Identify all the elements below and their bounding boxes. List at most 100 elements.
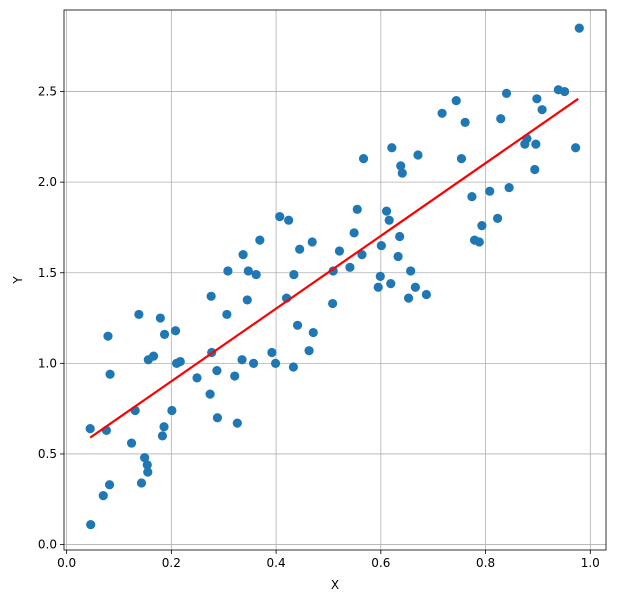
data-point — [134, 309, 144, 320]
data-point — [474, 237, 484, 247]
data-point — [571, 143, 581, 153]
data-point — [532, 94, 542, 104]
x-axis-ticks: 0.0 0.2 0.4 0.6 0.8 1.0 — [57, 550, 600, 570]
data-point — [349, 228, 359, 238]
data-point — [485, 186, 495, 196]
data-point — [248, 358, 259, 368]
data-point — [493, 213, 503, 223]
y-tick-label: 0.5 — [38, 447, 57, 461]
data-point — [230, 371, 240, 381]
data-point — [395, 231, 405, 242]
data-point — [456, 153, 467, 164]
x-tick-label: 0.0 — [57, 556, 76, 570]
y-tick-label: 1.5 — [38, 266, 57, 280]
data-point — [295, 244, 305, 254]
y-tick-label: 2.0 — [38, 175, 57, 189]
data-point — [386, 279, 396, 289]
data-point — [212, 366, 222, 376]
data-point — [242, 295, 252, 305]
data-point — [136, 478, 147, 488]
data-point — [159, 422, 169, 432]
data-point — [393, 251, 403, 262]
data-point — [477, 221, 487, 231]
y-tick-label: 0.0 — [38, 538, 57, 552]
data-point — [103, 331, 113, 341]
data-point — [537, 105, 547, 115]
data-point — [381, 206, 392, 216]
data-point — [410, 282, 420, 292]
data-point — [467, 192, 477, 202]
fit-line-layer — [89, 97, 579, 439]
x-tick-label: 1.0 — [581, 556, 600, 570]
data-point — [384, 215, 394, 225]
data-point — [413, 150, 423, 160]
data-point — [289, 269, 299, 280]
scatter-points — [85, 23, 584, 530]
data-point — [232, 418, 242, 428]
data-point — [373, 282, 383, 292]
data-point — [304, 346, 314, 356]
data-point — [205, 389, 215, 399]
grid-lines — [64, 10, 606, 550]
data-point — [560, 86, 570, 97]
data-point — [308, 327, 318, 338]
y-axis-ticks: 0.0 0.5 1.0 1.5 2.0 2.5 — [38, 85, 64, 552]
regression-line — [89, 97, 579, 439]
data-point — [170, 326, 181, 336]
x-tick-label: 0.4 — [267, 556, 286, 570]
data-point — [328, 298, 338, 309]
x-tick-label: 0.8 — [476, 556, 495, 570]
y-tick-label: 1.0 — [38, 356, 57, 370]
data-point — [397, 168, 407, 178]
data-point — [357, 250, 367, 260]
data-point — [175, 356, 185, 367]
data-point — [86, 520, 96, 530]
data-point — [148, 351, 159, 361]
data-point — [237, 355, 247, 365]
data-point — [307, 237, 317, 247]
data-point — [143, 467, 153, 477]
data-point — [288, 362, 298, 372]
data-point — [501, 88, 512, 98]
data-point — [270, 358, 281, 368]
data-point — [574, 23, 584, 33]
data-point — [267, 347, 277, 358]
data-point — [243, 266, 253, 276]
data-point — [284, 215, 294, 225]
data-point — [98, 491, 108, 501]
data-point — [85, 423, 95, 434]
y-axis-label: Y — [11, 276, 25, 285]
data-point — [126, 438, 137, 448]
data-point — [157, 431, 168, 441]
data-point — [222, 309, 232, 320]
data-point — [375, 271, 385, 281]
y-tick-label: 2.5 — [38, 85, 57, 99]
data-point — [460, 117, 470, 127]
data-point — [451, 96, 461, 106]
data-point — [159, 329, 170, 339]
data-point — [251, 269, 261, 280]
data-point — [223, 266, 233, 276]
data-point — [406, 266, 416, 276]
data-point — [530, 164, 540, 175]
data-point — [403, 293, 414, 303]
x-tick-label: 0.6 — [371, 556, 390, 570]
x-tick-label: 0.2 — [162, 556, 181, 570]
data-point — [352, 204, 362, 214]
data-point — [167, 405, 177, 416]
data-point — [142, 460, 152, 470]
data-point — [345, 262, 355, 272]
x-axis-label: X — [331, 578, 339, 592]
data-point — [421, 289, 431, 300]
data-point — [212, 413, 223, 423]
data-point — [376, 240, 386, 251]
data-point — [105, 369, 115, 379]
data-point — [496, 114, 506, 124]
data-point — [396, 161, 406, 171]
data-point — [140, 452, 150, 463]
data-point — [334, 246, 345, 256]
data-point — [531, 139, 541, 149]
data-point — [504, 182, 514, 193]
data-point — [155, 313, 165, 323]
